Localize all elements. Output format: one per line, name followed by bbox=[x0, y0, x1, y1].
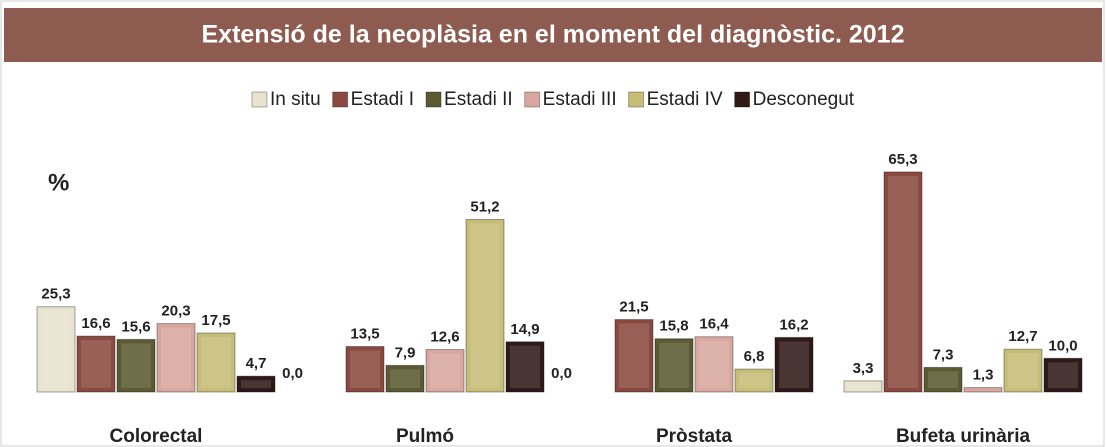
legend-label: Desconegut bbox=[753, 89, 855, 110]
value-label: 6,8 bbox=[744, 348, 765, 365]
bar-bevel bbox=[81, 340, 111, 388]
bar bbox=[76, 335, 116, 393]
value-label: 15,6 bbox=[121, 318, 150, 335]
bar bbox=[774, 336, 814, 393]
bar bbox=[883, 171, 923, 393]
bar-bevel bbox=[430, 353, 460, 388]
bar bbox=[1043, 357, 1083, 393]
value-label: 17,5 bbox=[201, 312, 230, 329]
value-label: 7,3 bbox=[933, 346, 954, 363]
bar bbox=[465, 218, 505, 393]
bar bbox=[236, 375, 276, 393]
x-tick-label: Bufeta urinària bbox=[896, 426, 1031, 447]
legend-swatch bbox=[628, 91, 645, 108]
legend-swatch bbox=[332, 91, 349, 108]
bar-bevel bbox=[1008, 353, 1038, 388]
bar bbox=[694, 336, 734, 393]
legend: In situ Estadi I Estadi II Estadi III Estadi… bbox=[251, 89, 855, 110]
bar-bevel bbox=[470, 223, 500, 388]
value-label: 0,0 bbox=[551, 365, 572, 382]
bar-bevel bbox=[350, 350, 380, 388]
bar bbox=[345, 346, 385, 393]
bar-bevel bbox=[699, 340, 729, 388]
value-label: 12,7 bbox=[1008, 328, 1037, 345]
bar-bevel bbox=[41, 310, 71, 388]
value-label: 12,6 bbox=[430, 329, 459, 346]
bar-bevel bbox=[779, 341, 809, 388]
bar bbox=[923, 366, 963, 393]
bar-bevel bbox=[201, 337, 231, 388]
bar bbox=[385, 364, 425, 393]
bar bbox=[1003, 348, 1043, 393]
bar bbox=[425, 349, 465, 393]
value-label: 25,3 bbox=[41, 286, 70, 303]
bar bbox=[156, 323, 196, 393]
legend-swatch bbox=[524, 91, 541, 108]
bar bbox=[116, 338, 156, 393]
legend-label: Estadi III bbox=[543, 89, 617, 110]
bar bbox=[654, 338, 694, 393]
value-label: 65,3 bbox=[888, 151, 917, 168]
bar bbox=[196, 332, 236, 393]
title-bar bbox=[4, 8, 1102, 62]
legend-label: Estadi IV bbox=[647, 89, 723, 110]
legend-label: Estadi I bbox=[351, 89, 414, 110]
value-label: 0,0 bbox=[282, 365, 303, 382]
value-label: 16,2 bbox=[779, 316, 808, 333]
bar-bevel bbox=[888, 175, 918, 388]
bar bbox=[963, 387, 1003, 393]
legend-label: Estadi II bbox=[444, 89, 513, 110]
chart-title: Extensió de la neoplàsia en el moment de… bbox=[201, 21, 904, 49]
bar-bevel bbox=[161, 327, 191, 388]
value-label: 7,9 bbox=[395, 344, 416, 361]
bar bbox=[614, 319, 654, 393]
bar bbox=[843, 380, 883, 393]
value-label: 51,2 bbox=[470, 198, 499, 215]
bar-bevel bbox=[848, 384, 878, 388]
bar-bevel bbox=[619, 323, 649, 388]
x-tick-label: Pulmó bbox=[396, 426, 454, 447]
value-label: 16,6 bbox=[81, 315, 110, 332]
x-tick-label: Colorectal bbox=[110, 426, 203, 447]
y-axis-label: % bbox=[48, 169, 69, 196]
x-tick-label: Pròstata bbox=[656, 426, 732, 447]
value-label: 13,5 bbox=[350, 325, 379, 342]
value-label: 14,9 bbox=[510, 321, 539, 338]
value-label: 4,7 bbox=[246, 355, 267, 372]
legend-swatch bbox=[251, 91, 268, 108]
bar-bevel bbox=[739, 373, 769, 388]
bar-bevel bbox=[510, 345, 540, 388]
bar bbox=[734, 368, 774, 393]
value-label: 16,4 bbox=[699, 316, 729, 333]
bar-bevel bbox=[390, 369, 420, 388]
legend-swatch bbox=[425, 91, 442, 108]
value-label: 21,5 bbox=[619, 299, 648, 316]
bar-bevel bbox=[241, 380, 271, 388]
bar bbox=[36, 306, 76, 393]
bar-bevel bbox=[659, 342, 689, 388]
value-label: 1,3 bbox=[973, 367, 994, 384]
legend-label: In situ bbox=[270, 89, 321, 110]
value-label: 20,3 bbox=[161, 303, 190, 320]
bar bbox=[505, 341, 545, 393]
value-label: 3,3 bbox=[853, 360, 874, 377]
bar-bevel bbox=[1048, 362, 1078, 388]
value-label: 15,8 bbox=[659, 318, 688, 335]
legend-swatch bbox=[734, 91, 751, 108]
bar-bevel bbox=[928, 371, 958, 388]
value-label: 10,0 bbox=[1048, 337, 1077, 354]
bar-bevel bbox=[121, 343, 151, 388]
